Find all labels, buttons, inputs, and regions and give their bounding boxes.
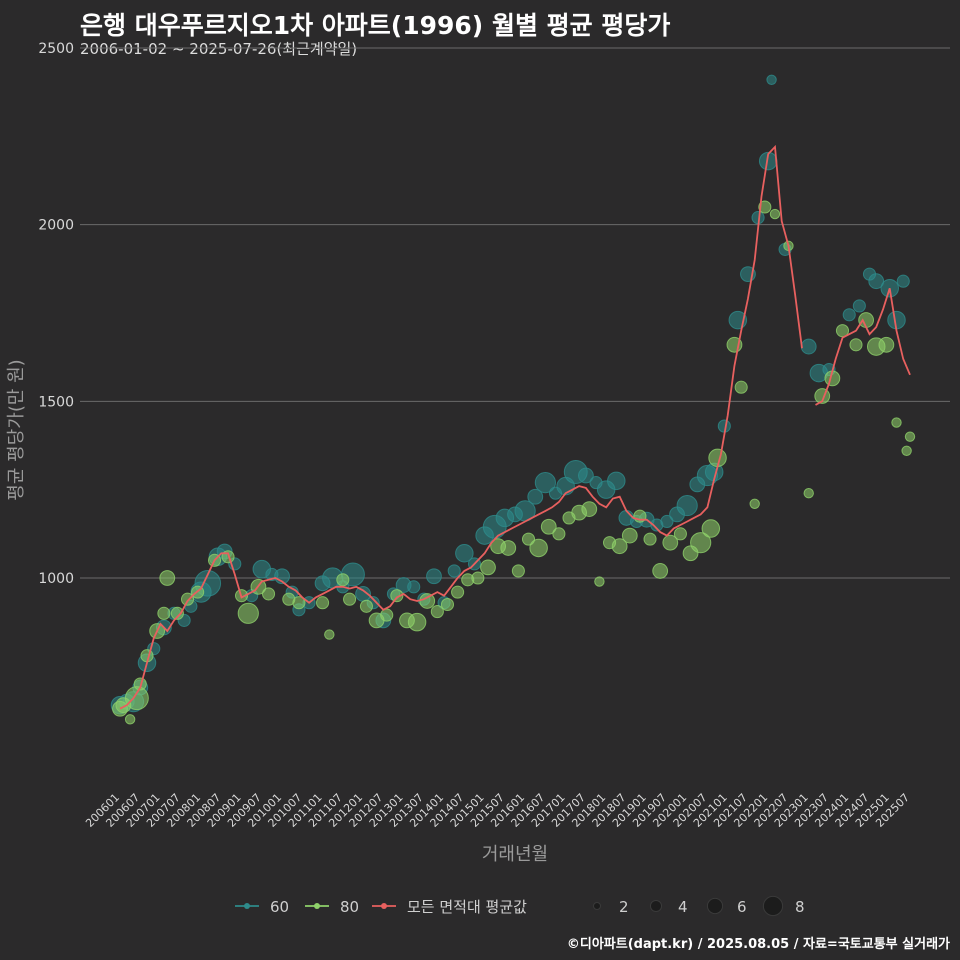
legend-key-dot-0 — [244, 903, 250, 909]
point-60 — [447, 564, 461, 578]
legend-size-label: 2 — [619, 898, 629, 916]
y-axis-title: 평균 평당가(만 원) — [6, 359, 27, 500]
point-80 — [891, 417, 902, 428]
point-60 — [842, 308, 856, 322]
legend-size-circle — [706, 897, 724, 915]
point-80 — [440, 597, 455, 612]
point-80 — [500, 540, 517, 556]
point-80 — [359, 599, 374, 613]
point-60 — [800, 338, 817, 355]
point-60 — [852, 299, 866, 313]
point-80 — [529, 538, 548, 558]
point-80 — [430, 605, 444, 619]
point-80 — [324, 629, 335, 640]
point-80 — [690, 532, 712, 554]
point-80 — [157, 606, 171, 620]
point-80 — [292, 596, 306, 610]
legend-label-2: 모든 면적대 평균값 — [407, 898, 527, 916]
point-80 — [611, 538, 628, 555]
point-80 — [316, 596, 330, 610]
point-80 — [407, 612, 427, 632]
chart-subtitle: 2006-01-02 ~ 2025-07-26(최근계약일) — [80, 40, 358, 58]
point-60 — [868, 273, 885, 290]
point-80 — [581, 501, 598, 518]
point-60 — [607, 471, 626, 491]
legend-size-label: 6 — [737, 898, 747, 916]
point-80 — [749, 498, 760, 509]
point-80 — [673, 527, 687, 541]
point-80 — [901, 445, 912, 456]
legend-size-label: 8 — [795, 898, 805, 916]
point-80 — [380, 608, 394, 622]
point-80 — [652, 563, 669, 579]
y-tick-label: 1500 — [38, 394, 74, 410]
point-80 — [803, 488, 814, 499]
point-80 — [734, 380, 748, 394]
legend-size-circle — [592, 901, 602, 911]
point-80 — [261, 587, 276, 601]
point-60 — [896, 274, 910, 288]
chart-title: 은행 대우푸르지오1차 아파트(1996) 월별 평균 평당가 — [80, 11, 671, 40]
point-80 — [540, 518, 557, 535]
y-tick-label: 1000 — [38, 571, 74, 587]
y-tick-label: 2000 — [38, 218, 74, 234]
point-80 — [511, 564, 525, 578]
point-80 — [390, 589, 404, 603]
point-60 — [577, 467, 594, 484]
x-axis-title: 거래년월 — [482, 844, 548, 865]
average-line — [119, 144, 911, 710]
point-60 — [676, 494, 698, 517]
point-80 — [159, 570, 176, 586]
point-80 — [124, 686, 149, 711]
point-80 — [419, 593, 436, 609]
source-credit: ©디아파트(dapt.kr) / 2025.08.05 / 자료=국토교통부 실… — [566, 937, 950, 952]
y-tick-label: 2500 — [38, 41, 74, 57]
legend-size-circle — [762, 895, 784, 917]
point-80 — [758, 200, 772, 214]
point-60 — [426, 568, 442, 585]
point-60 — [534, 472, 556, 494]
point-80 — [552, 527, 566, 541]
legend-key-dot-1 — [314, 903, 320, 909]
point-60 — [527, 488, 544, 505]
point-60 — [766, 74, 777, 86]
point-80 — [124, 714, 136, 725]
point-60 — [455, 544, 474, 563]
point-80 — [336, 573, 350, 587]
legend-size-circle — [649, 899, 663, 913]
legend-label-0: 60 — [270, 898, 289, 916]
legend-label-1: 80 — [340, 898, 359, 916]
point-80 — [451, 585, 465, 599]
point-60 — [407, 580, 421, 594]
point-80 — [237, 602, 259, 624]
point-80 — [133, 677, 147, 691]
point-80 — [849, 338, 863, 352]
point-80 — [471, 571, 485, 585]
point-80 — [769, 208, 781, 220]
point-80 — [594, 576, 605, 587]
legend-key-dot-2 — [381, 903, 387, 909]
point-80 — [643, 532, 657, 546]
point-60 — [660, 514, 674, 529]
point-80 — [170, 606, 184, 620]
point-80 — [180, 592, 195, 606]
point-80 — [343, 592, 357, 606]
point-80 — [878, 336, 895, 353]
legend-size-label: 4 — [678, 898, 688, 916]
point-80 — [662, 534, 679, 551]
point-80 — [701, 519, 721, 538]
point-80 — [904, 431, 916, 442]
point-80 — [621, 527, 638, 544]
point-80 — [480, 559, 496, 576]
